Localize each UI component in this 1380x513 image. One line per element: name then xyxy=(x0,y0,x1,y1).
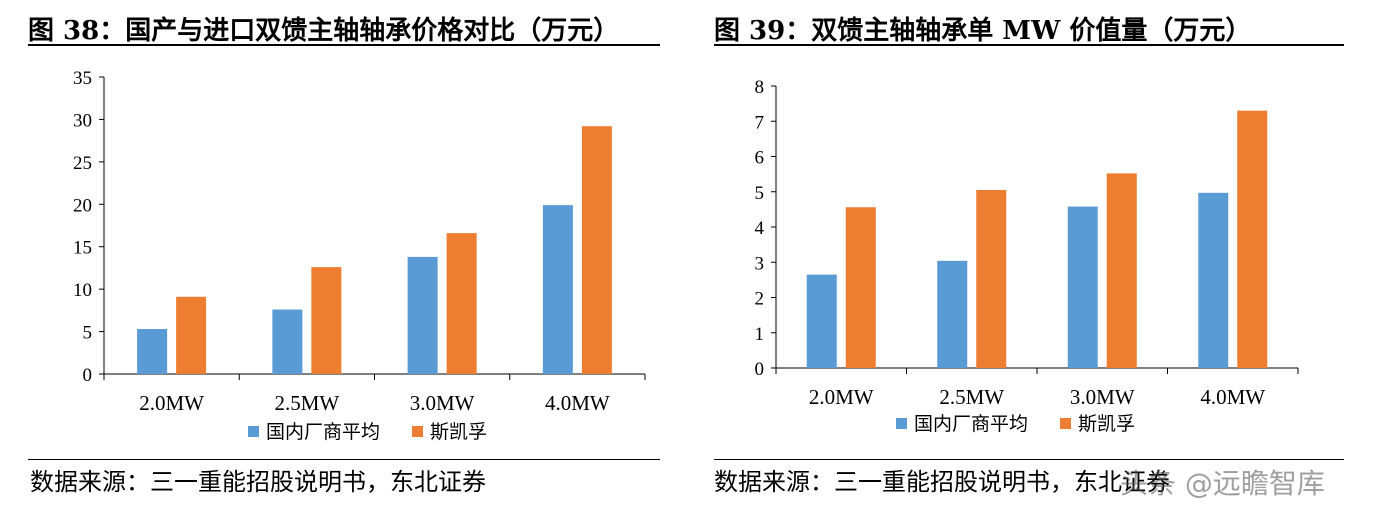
bar-skf xyxy=(176,296,207,374)
y-tick-label: 0 xyxy=(83,365,93,386)
y-tick-label: 0 xyxy=(755,359,765,380)
bar-domestic-avg xyxy=(137,329,168,374)
legend-swatch xyxy=(248,426,259,437)
bar-skf xyxy=(976,189,1007,368)
legend-swatch xyxy=(1060,418,1071,429)
chart-panel-left: 图 38：国产与进口双馈主轴轴承价格对比（万元） 0 5 10 15 20 25 30 35 2… xyxy=(28,16,660,496)
figure-title: 图 38：国产与进口双馈主轴轴承价格对比（万元） xyxy=(28,16,620,46)
x-tick-label: 2.0MW xyxy=(139,391,204,415)
bar-domestic-avg xyxy=(272,309,303,374)
y-tick-label: 5 xyxy=(755,183,765,204)
figure-title: 图 39：双馈主轴轴承单 MW 价值量（万元） xyxy=(714,16,1252,46)
y-tick-label: 5 xyxy=(83,323,93,344)
x-tick-label: 2.5MW xyxy=(939,385,1004,409)
title-rule xyxy=(714,44,1344,46)
data-source: 数据来源：三一重能招股说明书，东北证券 xyxy=(714,468,1170,496)
watermark: 头条 @远瞻智库 xyxy=(1120,467,1325,500)
y-tick-label: 3 xyxy=(755,253,765,274)
bar-skf xyxy=(311,267,342,374)
y-tick-label: 4 xyxy=(755,218,765,239)
y-tick-label: 35 xyxy=(73,68,92,89)
bar-skf xyxy=(1106,173,1137,368)
y-tick-label: 8 xyxy=(755,77,765,98)
y-tick-label: 30 xyxy=(73,110,92,131)
bar-domestic-avg xyxy=(806,274,837,368)
legend-swatch xyxy=(896,418,907,429)
y-tick-label: 15 xyxy=(73,238,92,259)
x-tick-label: 2.0MW xyxy=(809,385,874,409)
source-rule xyxy=(28,459,660,460)
bar-skf xyxy=(845,207,876,368)
bar-chart-svg: 0 1 2 3 4 5 6 7 8 2.0MW 2.5MW 3.0MW 4.0MW 国内厂商平均 斯凯孚 xyxy=(755,77,1299,435)
y-tick-label: 6 xyxy=(755,148,765,169)
bar-domestic-avg xyxy=(937,260,968,368)
y-tick-label: 7 xyxy=(755,112,765,133)
x-tick-label: 3.0MW xyxy=(1070,385,1135,409)
y-tick-label: 10 xyxy=(73,280,92,301)
x-tick-label: 4.0MW xyxy=(545,391,610,415)
x-tick-label: 2.5MW xyxy=(275,391,340,415)
bar-skf xyxy=(1237,110,1268,369)
bar-domestic-avg xyxy=(1198,192,1229,368)
legend-label: 斯凯孚 xyxy=(1078,413,1135,435)
legend-swatch xyxy=(412,426,423,437)
y-tick-label: 20 xyxy=(73,195,92,216)
legend-label: 斯凯孚 xyxy=(430,421,487,443)
x-tick-label: 4.0MW xyxy=(1200,385,1265,409)
y-tick-label: 25 xyxy=(73,153,92,174)
bar-skf xyxy=(446,233,477,374)
title-rule xyxy=(28,44,660,46)
data-source: 数据来源：三一重能招股说明书，东北证券 xyxy=(30,468,486,496)
x-tick-label: 3.0MW xyxy=(410,391,475,415)
y-tick-label: 2 xyxy=(755,289,765,310)
y-tick-label: 1 xyxy=(755,324,765,345)
legend-label: 国内厂商平均 xyxy=(266,421,380,443)
bar-domestic-avg xyxy=(407,256,438,374)
bar-domestic-avg xyxy=(542,205,573,374)
chart-panel-right: 图 39：双馈主轴轴承单 MW 价值量（万元） 0 1 2 3 4 5 6 7 8 2.0MW 2.… xyxy=(690,0,1380,513)
bar-chart-svg: 0 5 10 15 20 25 30 35 2.0MW 2.5MW 3.0MW 4.0MW 国内厂商平均… xyxy=(73,68,646,443)
bar-skf xyxy=(581,126,612,375)
source-rule xyxy=(714,459,1344,460)
legend-label: 国内厂商平均 xyxy=(914,413,1028,435)
bar-domestic-avg xyxy=(1067,206,1098,368)
